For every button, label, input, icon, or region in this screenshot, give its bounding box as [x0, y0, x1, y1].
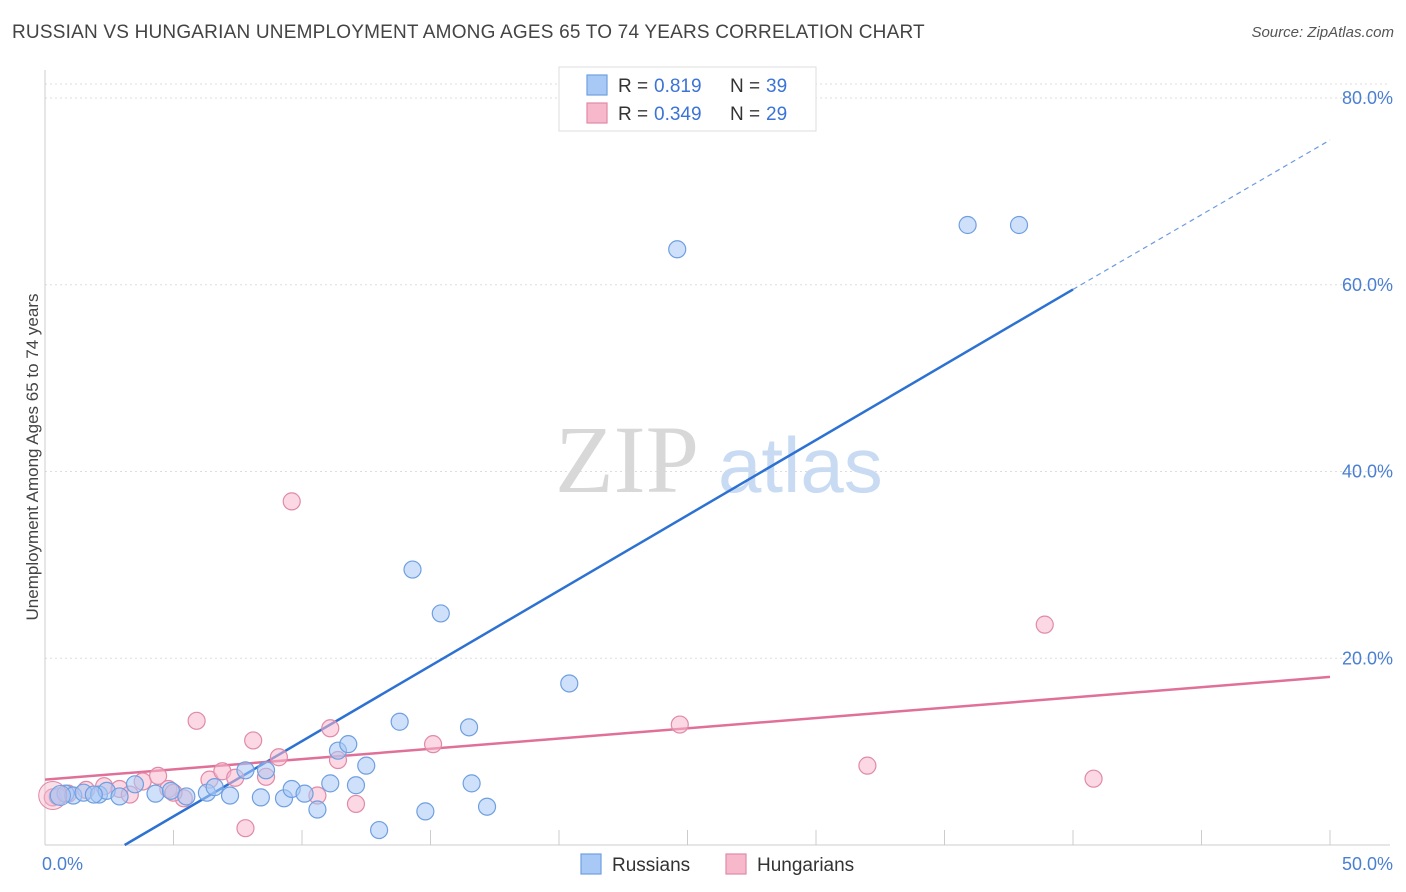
point-russians-21: [321, 774, 340, 793]
bottom-legend-label-1: Hungarians: [757, 855, 854, 876]
point-russians-10: [177, 787, 196, 806]
point-russians-34: [560, 674, 579, 693]
legend-swatch-0: [586, 74, 608, 96]
point-hungarians-24: [670, 715, 689, 734]
watermark-atlas: atlas: [718, 421, 883, 509]
x-tick-labels: 0.0% 50.0%: [42, 854, 1393, 874]
chart-title: RUSSIAN VS HUNGARIAN UNEMPLOYMENT AMONG …: [12, 22, 925, 43]
y-tick-label-0: 20.0%: [1342, 648, 1393, 668]
legend-box: R = 0.819 N = 39 R = 0.349 N = 29: [558, 66, 817, 132]
y-axis-label: Unemployment Among Ages 65 to 74 years: [23, 294, 42, 621]
point-hungarians-15: [244, 731, 263, 750]
point-russians-31: [459, 718, 479, 737]
point-russians-30: [431, 604, 450, 623]
bottom-legend-swatch-1: [725, 853, 747, 875]
legend-n-value-1: 29: [766, 104, 787, 125]
y-tick-label-1: 40.0%: [1342, 462, 1393, 482]
point-russians-38: [84, 785, 103, 804]
legend-r-value-0: 0.819: [654, 76, 702, 97]
point-hungarians-26: [1035, 615, 1054, 634]
watermark-zip: ZIP: [555, 406, 699, 513]
point-hungarians-25: [858, 756, 877, 775]
point-russians-12: [205, 778, 224, 797]
bottom-legend: Russians Hungarians: [580, 853, 854, 876]
legend-r-label-1: R =: [618, 104, 648, 125]
point-russians-35: [668, 240, 687, 259]
watermark: ZIP atlas: [555, 406, 883, 513]
y-tick-labels: 20.0% 40.0% 60.0% 80.0%: [1342, 88, 1393, 668]
point-russians-19: [295, 784, 314, 803]
legend-n-value-0: 39: [766, 76, 787, 97]
x-tick-label-0: 0.0%: [42, 854, 83, 874]
source-label: Source: ZipAtlas.com: [1251, 24, 1394, 41]
point-hungarians-27: [1084, 769, 1103, 788]
point-russians-33: [477, 797, 497, 816]
point-russians-14: [236, 761, 255, 780]
point-russians-23: [339, 735, 358, 754]
point-russians-8: [146, 784, 165, 803]
point-russians-37: [1009, 215, 1029, 235]
trend-extension-0: [1072, 139, 1331, 290]
point-russians-25: [357, 756, 376, 775]
point-hungarians-18: [282, 492, 301, 511]
point-russians-13: [220, 786, 240, 805]
point-russians-7: [125, 775, 145, 794]
data-points: [38, 215, 1103, 840]
point-hungarians-14: [236, 819, 255, 838]
legend-r-label-0: R =: [618, 76, 648, 97]
legend-swatch-1: [586, 102, 608, 124]
point-russians-36: [958, 215, 977, 235]
point-hungarians-7: [148, 766, 168, 786]
y-tick-label-2: 60.0%: [1342, 275, 1393, 295]
grid-lines: [45, 83, 1390, 659]
point-russians-20: [308, 800, 327, 819]
legend-n-label-1: N =: [730, 104, 760, 125]
point-russians-24: [346, 776, 366, 795]
point-hungarians-10: [187, 711, 206, 730]
bottom-legend-label-0: Russians: [612, 855, 690, 876]
point-russians-26: [370, 820, 389, 840]
y-tick-label-3: 80.0%: [1342, 88, 1393, 108]
x-tick-label-1: 50.0%: [1342, 854, 1393, 874]
legend-r-value-1: 0.349: [654, 104, 702, 125]
point-hungarians-23: [423, 735, 443, 754]
axes: [44, 70, 1390, 846]
point-russians-28: [403, 560, 422, 579]
point-russians-29: [416, 802, 435, 821]
point-cluster-origin-2: [49, 785, 71, 807]
point-russians-27: [390, 712, 409, 731]
point-russians-32: [462, 774, 481, 793]
point-russians-9: [161, 781, 181, 800]
legend-n-label-0: N =: [730, 76, 760, 97]
point-russians-15: [251, 788, 270, 807]
point-hungarians-17: [269, 748, 288, 767]
point-russians-6: [110, 787, 129, 806]
bottom-legend-swatch-0: [580, 853, 602, 875]
point-russians-16: [256, 761, 276, 780]
point-hungarians-20: [321, 719, 340, 738]
point-hungarians-22: [346, 794, 366, 814]
